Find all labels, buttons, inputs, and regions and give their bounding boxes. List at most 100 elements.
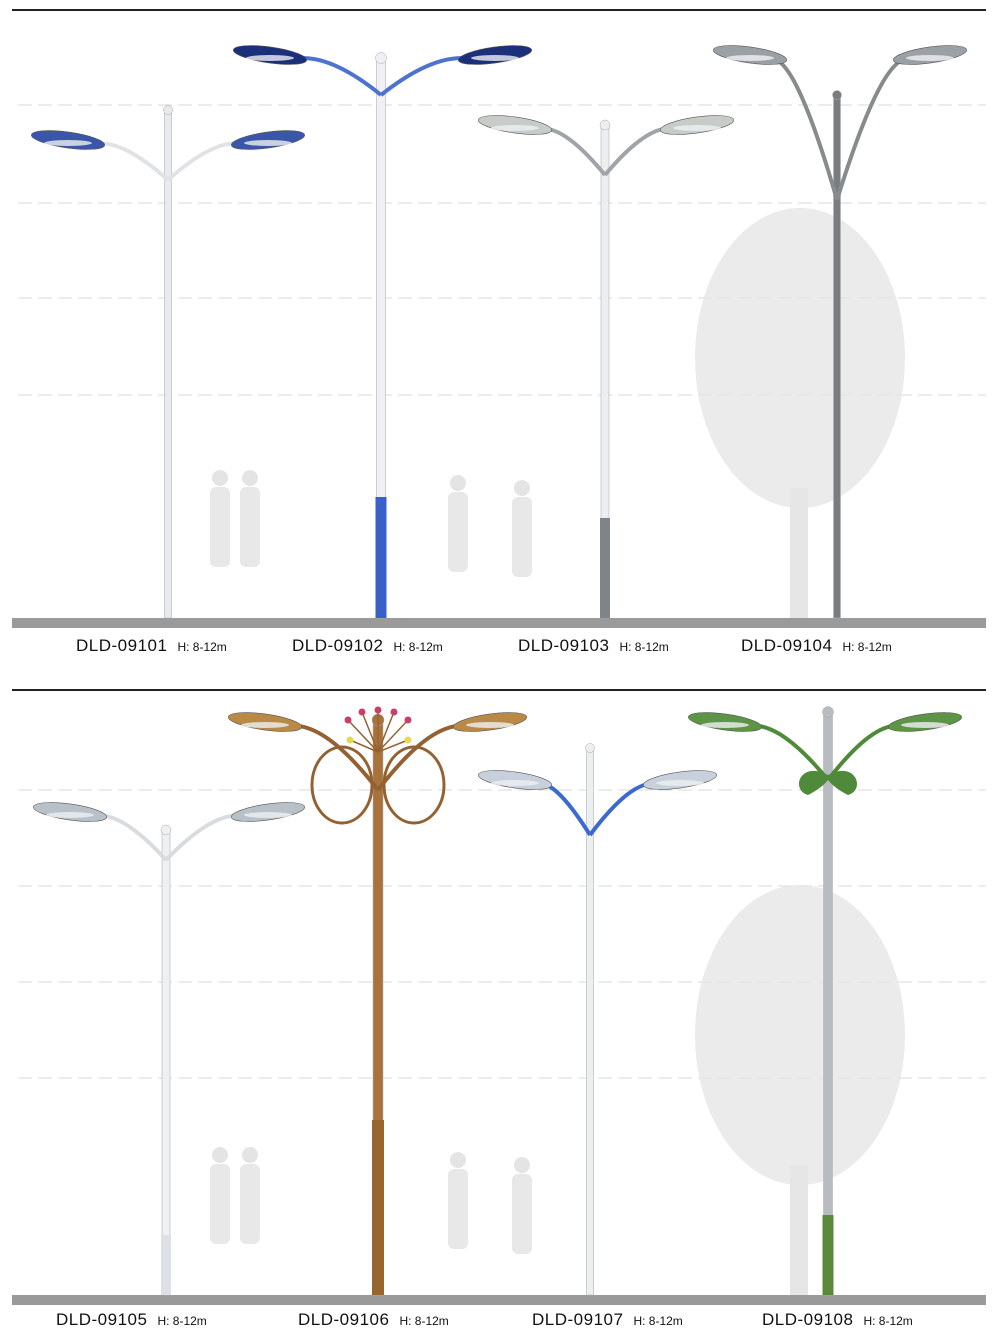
decorative-bulb <box>346 736 354 744</box>
pole-finial <box>163 105 173 115</box>
lamp-arm <box>769 57 839 201</box>
product-code: DLD-09106 <box>298 1310 390 1329</box>
tree-trunk <box>790 488 808 618</box>
product-code: DLD-09108 <box>762 1310 854 1329</box>
lamp-arm <box>379 56 476 97</box>
product-code: DLD-09104 <box>741 636 833 655</box>
lamp-arm <box>289 56 383 97</box>
pole-finial <box>585 743 595 753</box>
pedestrian-silhouette <box>242 470 258 486</box>
decorative-stem <box>349 739 379 753</box>
lamp-lens <box>656 780 704 786</box>
lamp-arm <box>835 57 911 201</box>
decorative-stem <box>361 711 379 753</box>
pedestrian-silhouette <box>212 1147 228 1163</box>
lamp-arm <box>87 141 170 182</box>
decorative-bulb <box>390 708 398 716</box>
tree-trunk <box>790 1165 808 1295</box>
product-code: DLD-09101 <box>76 636 168 655</box>
decorative-stem <box>377 711 395 753</box>
lamp-lens <box>466 722 514 728</box>
product-height: H: 8-12m <box>393 640 443 654</box>
lamp-arm <box>534 781 592 837</box>
pole-base-sleeve <box>600 518 610 618</box>
pole-finial <box>160 824 172 836</box>
lamp-lens <box>471 55 519 61</box>
decorative-bulb <box>344 716 352 724</box>
ground-strip <box>12 618 986 628</box>
pedestrian-silhouette <box>512 1174 532 1254</box>
product-height: H: 8-12m <box>177 640 227 654</box>
product-height: H: 8-12m <box>863 1314 913 1328</box>
lamp-lens <box>246 55 294 61</box>
pedestrian-silhouette <box>448 1169 468 1249</box>
product-code: DLD-09107 <box>532 1310 624 1329</box>
product-height: H: 8-12m <box>633 1314 683 1328</box>
product-label: DLD-09107 H: 8-12m <box>532 1310 683 1330</box>
product-label: DLD-09105 H: 8-12m <box>56 1310 207 1330</box>
lamp-pole <box>833 94 841 619</box>
product-code: DLD-09105 <box>56 1310 148 1329</box>
lamp-arm <box>603 126 678 177</box>
ground-strip <box>12 1295 986 1305</box>
decorative-stem <box>377 719 409 753</box>
lamp-lens <box>901 722 949 728</box>
pedestrian-silhouette <box>450 475 466 491</box>
pedestrian-silhouette <box>240 1164 260 1244</box>
pole-base-sleeve <box>375 497 387 618</box>
lamp-lens <box>491 780 539 786</box>
product-label: DLD-09101 H: 8-12m <box>76 636 227 656</box>
product-label: DLD-09103 H: 8-12m <box>518 636 669 656</box>
pedestrian-silhouette <box>210 1164 230 1244</box>
lamp-lens <box>244 140 292 146</box>
pedestrian-silhouette <box>512 497 532 577</box>
leaf-ornament <box>798 770 858 795</box>
tree-silhouette <box>695 885 905 1185</box>
product-label: DLD-09108 H: 8-12m <box>762 1310 913 1330</box>
decorative-stem <box>377 739 409 753</box>
pedestrian-silhouette <box>212 470 228 486</box>
lamp-arm <box>89 813 168 862</box>
lamp-pole <box>823 711 833 1296</box>
tree-silhouette <box>695 208 905 508</box>
pole-base-sleeve <box>161 1235 171 1295</box>
pole-finial <box>832 90 842 100</box>
product-height: H: 8-12m <box>399 1314 449 1328</box>
pedestrian-silhouette <box>240 487 260 567</box>
decorative-bulb <box>374 706 382 714</box>
pole-finial <box>822 706 834 718</box>
lamp-lens <box>701 722 749 728</box>
pedestrian-silhouette <box>448 492 468 572</box>
lamp-pole <box>164 109 172 619</box>
lamp-arm <box>588 781 661 837</box>
lamp-lens <box>491 125 539 131</box>
lamp-arm <box>166 141 249 182</box>
pole-base-sleeve <box>372 1120 384 1295</box>
butterfly-wing <box>382 745 446 825</box>
butterfly-wing <box>310 745 374 825</box>
lamp-lens <box>241 722 289 728</box>
decorative-bulb <box>358 708 366 716</box>
pole-finial <box>599 119 611 131</box>
product-label: DLD-09106 H: 8-12m <box>298 1310 449 1330</box>
decorative-bulb <box>404 736 412 744</box>
lamp-lens <box>673 125 721 131</box>
pedestrian-silhouette <box>210 487 230 567</box>
product-height: H: 8-12m <box>842 640 892 654</box>
pole-base-sleeve <box>822 1215 834 1295</box>
pedestrian-silhouette <box>514 480 530 496</box>
lamp-lens <box>906 55 954 61</box>
lamp-lens <box>244 812 292 818</box>
pedestrian-silhouette <box>514 1157 530 1173</box>
product-height: H: 8-12m <box>619 640 669 654</box>
product-label: DLD-09102 H: 8-12m <box>292 636 443 656</box>
product-label: DLD-09104 H: 8-12m <box>741 636 892 656</box>
product-code: DLD-09102 <box>292 636 384 655</box>
pole-finial <box>375 52 387 64</box>
lamp-lens <box>44 140 92 146</box>
lamp-lens <box>46 812 94 818</box>
product-code: DLD-09103 <box>518 636 610 655</box>
product-height: H: 8-12m <box>157 1314 207 1328</box>
